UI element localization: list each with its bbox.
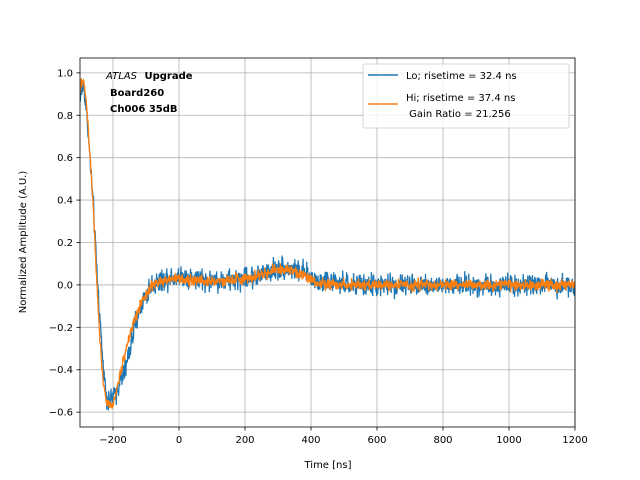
annotation-board: Board260 xyxy=(110,88,164,99)
legend-box xyxy=(362,63,570,129)
x-tick-label: −200 xyxy=(99,435,126,446)
annotation-tag: Upgrade xyxy=(144,71,192,82)
legend-label-hi: Hi; risetime = 37.4 ns xyxy=(406,93,515,104)
series-hi-line xyxy=(80,77,575,410)
x-axis-label: Time [ns] xyxy=(303,460,351,471)
y-tick-label: 0.6 xyxy=(57,153,73,164)
x-tick-label: 1000 xyxy=(496,435,521,446)
legend: Lo; risetime = 32.4 ns Hi; risetime = 37… xyxy=(362,63,570,129)
plot-area xyxy=(80,77,575,411)
svg-text:ATLAS Upgrade: ATLAS Upgrade xyxy=(105,71,193,82)
ticks: −200 0 200 400 600 800 1000 1200 −0.6 −0.4 −0.2 0.0… xyxy=(49,68,588,446)
y-tick-label: −0.4 xyxy=(49,365,73,376)
legend-label-lo: Lo; risetime = 32.4 ns xyxy=(406,71,517,82)
annotation: ATLAS Upgrade Board260 Ch006 35dB xyxy=(105,71,193,115)
y-tick-label: 0.0 xyxy=(57,280,73,291)
y-tick-label: 0.8 xyxy=(57,111,73,122)
x-tick-label: 0 xyxy=(176,435,182,446)
x-tick-label: 800 xyxy=(433,435,452,446)
x-tick-label: 200 xyxy=(235,435,254,446)
annotation-experiment: ATLAS xyxy=(105,71,138,82)
annotation-channel: Ch006 35dB xyxy=(110,104,178,115)
y-tick-label: 0.2 xyxy=(57,238,73,249)
y-tick-label: 1.0 xyxy=(57,68,73,79)
y-tick-label: −0.2 xyxy=(49,323,73,334)
x-tick-label: 1200 xyxy=(562,435,587,446)
y-tick-label: −0.6 xyxy=(49,408,73,419)
x-tick-label: 600 xyxy=(367,435,386,446)
x-tick-label: 400 xyxy=(301,435,320,446)
legend-gain-ratio: Gain Ratio = 21.256 xyxy=(406,109,511,120)
series-lo-line xyxy=(80,81,575,411)
y-axis-label: Normalized Amplitude (A.U.) xyxy=(18,171,29,314)
y-tick-label: 0.4 xyxy=(57,196,73,207)
